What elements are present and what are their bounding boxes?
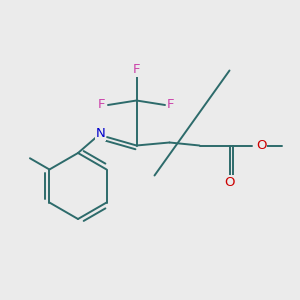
- Text: F: F: [98, 98, 106, 112]
- Text: F: F: [167, 98, 175, 112]
- Text: F: F: [133, 63, 140, 76]
- Text: O: O: [224, 176, 235, 189]
- Text: N: N: [96, 127, 105, 140]
- Text: O: O: [256, 139, 266, 152]
